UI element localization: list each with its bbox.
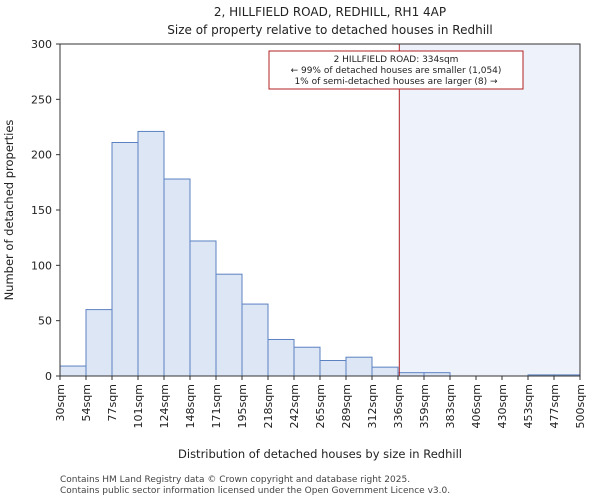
x-tick-label: 30sqm: [54, 384, 67, 421]
bar: [215, 273, 243, 377]
bar: [371, 366, 399, 377]
bar: [293, 346, 321, 377]
x-axis-ticks: 30sqm 54sqm 77sqm 101sqm 124sqm 148sqm 171sqm 1…: [54, 376, 587, 428]
footer-line: Contains public sector information licen…: [60, 486, 450, 496]
bar: [111, 141, 139, 377]
bar: [137, 130, 165, 377]
bar: [189, 240, 217, 377]
x-tick-label: 124sqm: [158, 384, 171, 428]
y-tick-label: 150: [31, 204, 52, 217]
highlight-area: [399, 44, 580, 376]
highlight-region: [399, 44, 580, 376]
x-tick-label: 477sqm: [548, 384, 561, 428]
y-tick-label: 100: [31, 259, 52, 272]
x-tick-label: 242sqm: [288, 384, 301, 428]
chart-subtitle: Size of property relative to detached ho…: [167, 23, 492, 37]
y-tick-label: 250: [31, 93, 52, 106]
x-tick-label: 195sqm: [236, 384, 249, 428]
x-tick-label: 406sqm: [470, 384, 483, 428]
bar: [345, 356, 373, 377]
bar: [59, 365, 87, 377]
x-tick-label: 289sqm: [340, 384, 353, 428]
x-axis-label: Distribution of detached houses by size …: [178, 447, 462, 461]
y-tick-label: 0: [45, 370, 52, 383]
annotation-line: 2 HILLFIELD ROAD: 334sqm: [334, 55, 459, 65]
y-tick-label: 200: [31, 149, 52, 162]
x-tick-label: 265sqm: [314, 384, 327, 428]
x-tick-label: 312sqm: [366, 384, 379, 428]
annotation-box: 2 HILLFIELD ROAD: 334sqm ← 99% of detach…: [268, 50, 524, 90]
y-tick-label: 300: [31, 38, 52, 51]
x-tick-label: 500sqm: [574, 384, 587, 428]
x-tick-label: 359sqm: [418, 384, 431, 428]
x-tick-label: 77sqm: [106, 384, 119, 421]
bar: [319, 360, 347, 377]
bars: [59, 130, 581, 377]
bar: [267, 338, 295, 377]
x-tick-label: 453sqm: [522, 384, 535, 428]
x-tick-label: 171sqm: [210, 384, 223, 428]
x-tick-label: 101sqm: [132, 384, 145, 428]
x-tick-label: 336sqm: [392, 384, 405, 428]
annotation-line: 1% of semi-detached houses are larger (8…: [294, 77, 498, 87]
x-tick-label: 383sqm: [444, 384, 457, 428]
x-tick-label: 148sqm: [184, 384, 197, 428]
y-axis-ticks: 0 50 100 150 200 250 300: [31, 38, 60, 383]
y-axis-label: Number of detached properties: [2, 120, 16, 301]
bar: [241, 303, 269, 377]
annotation-line: ← 99% of detached houses are smaller (1,…: [291, 66, 502, 76]
bar: [85, 309, 113, 377]
bar: [163, 178, 191, 377]
y-tick-label: 50: [38, 315, 52, 328]
chart-title: 2, HILLFIELD ROAD, REDHILL, RH1 4AP: [214, 5, 446, 19]
x-tick-label: 54sqm: [80, 384, 93, 421]
x-tick-label: 430sqm: [496, 384, 509, 428]
footer-line: Contains HM Land Registry data © Crown c…: [60, 475, 410, 485]
x-tick-label: 218sqm: [262, 384, 275, 428]
